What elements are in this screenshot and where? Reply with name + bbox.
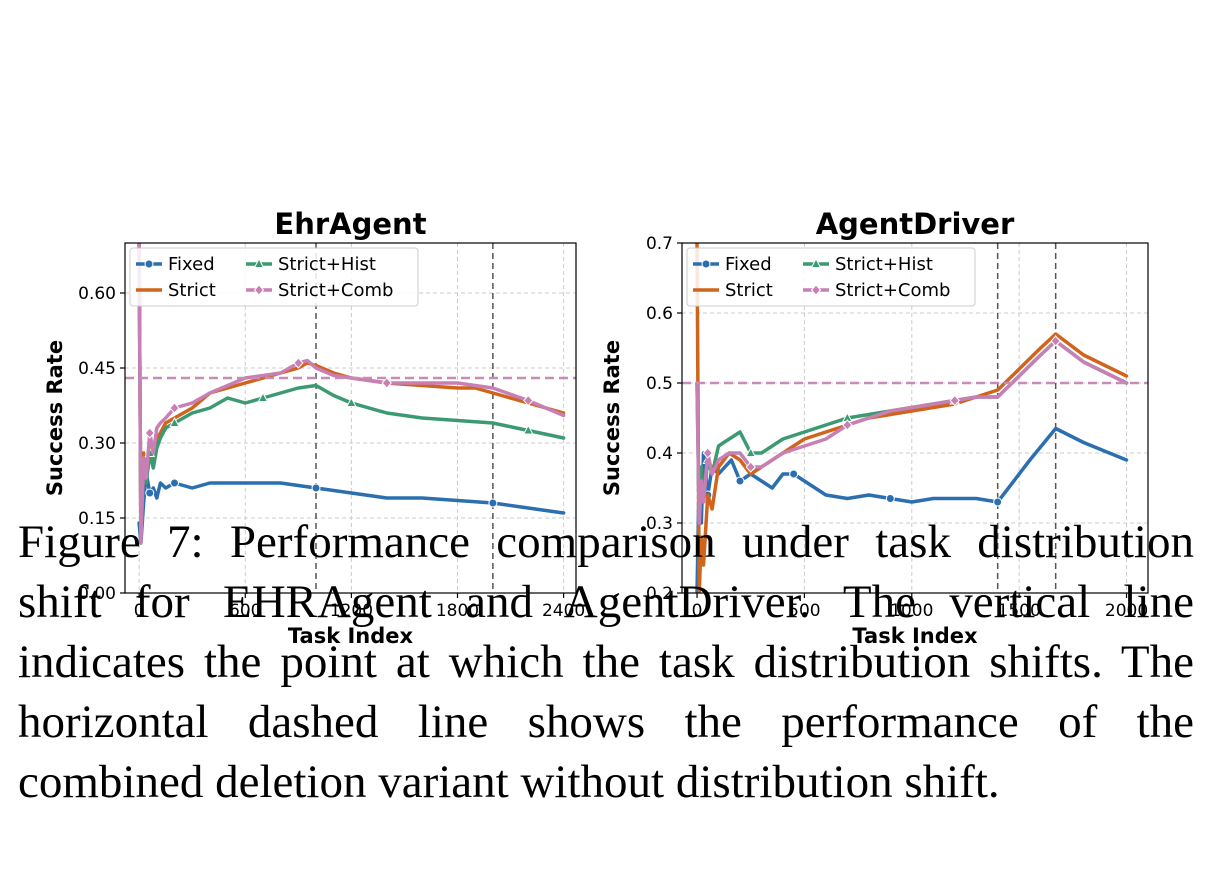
series-marker [145, 488, 155, 498]
y-tick-label: 0.7 [646, 234, 673, 254]
x-tick-label: 500 [788, 601, 820, 621]
x-axis-label: Task Index [852, 624, 978, 648]
chart-panel-1: 0 600 1200 1800 2400 0.00 0.15 0.30 0.45 0.60 EhrA… [43, 207, 585, 648]
y-tick-label: 0.45 [78, 359, 116, 379]
y-tick-label: 0.60 [78, 284, 116, 304]
series-group [137, 243, 566, 545]
series-marker [170, 478, 180, 488]
y-axis-label: Success Rate [600, 340, 624, 496]
series-marker [745, 461, 756, 473]
y-tick-label: 0.6 [646, 304, 673, 324]
series-marker [144, 427, 155, 439]
legend-label: Fixed [725, 254, 772, 275]
legend-marker [253, 257, 265, 268]
legend-box [686, 247, 976, 307]
x-tick-label: 1200 [330, 601, 373, 621]
legend-marker [810, 284, 822, 296]
y-tick-label: 0.00 [78, 584, 116, 604]
y-tick-label: 0.2 [646, 584, 673, 604]
legend-label: Fixed [168, 254, 215, 275]
legend-label: Strict [725, 280, 773, 301]
x-tick-label: 600 [229, 601, 261, 621]
legend-marker [144, 259, 154, 269]
legend: Fixed Strict Strict+Hist Strict+Comb [129, 247, 419, 307]
legend-label: Strict+Comb [278, 280, 393, 301]
figure-caption: Figure 7: Performance comparison under t… [18, 516, 1194, 808]
y-tick-label: 0.3 [646, 514, 673, 534]
legend-box [129, 247, 419, 307]
legend-label: Strict+Hist [278, 254, 376, 275]
x-tick-label: 1500 [998, 601, 1041, 621]
y-tick-label: 0.15 [78, 509, 116, 529]
series-marker [257, 391, 269, 402]
series-line-fixed [137, 471, 566, 545]
series-marker [745, 446, 757, 457]
chart-title: EhrAgent [274, 207, 426, 241]
axes-frame [124, 242, 577, 594]
series-marker [735, 476, 745, 486]
x-tick-label: 2400 [542, 601, 585, 621]
series-marker [381, 377, 392, 389]
series-marker [169, 416, 180, 427]
axes-frame [681, 242, 1149, 594]
y-tick-label: 0.30 [78, 434, 116, 454]
legend-label: Strict+Comb [835, 280, 950, 301]
series-marker [523, 394, 534, 407]
series-marker [522, 424, 534, 435]
chart-panel-2: 0 500 1000 1500 2000 0.2 0.3 0.4 0.5 0.6 0.7 AgentD… [600, 207, 1149, 648]
x-axis-label: Task Index [288, 624, 414, 648]
legend-marker [253, 284, 265, 296]
series-marker [169, 402, 180, 414]
x-tick-label: 1800 [436, 601, 479, 621]
legend: Fixed Strict Strict+Hist Strict+Comb [686, 247, 976, 307]
legend-label: Strict [168, 280, 216, 301]
y-tick-label: 0.5 [646, 374, 673, 394]
y-axis-label: Success Rate [43, 340, 67, 496]
x-tick-label: 0 [692, 601, 703, 621]
series-marker [885, 494, 895, 503]
legend-label: Strict+Hist [835, 254, 933, 275]
series-marker [488, 498, 498, 508]
x-tick-label: 1000 [890, 601, 933, 621]
chart-title: AgentDriver [816, 207, 1015, 241]
series-marker [346, 396, 357, 407]
series-marker [293, 357, 304, 369]
x-tick-label: 2000 [1105, 601, 1148, 621]
series-line-strict [695, 243, 1129, 593]
x-tick-label: 0 [134, 601, 145, 621]
series-marker [311, 483, 321, 493]
series-marker [702, 447, 713, 459]
series-marker [789, 469, 799, 479]
y-tick-label: 0.4 [646, 444, 673, 464]
series-marker [993, 497, 1003, 507]
series-marker [842, 419, 853, 431]
legend-marker [810, 257, 822, 268]
series-marker [949, 394, 960, 407]
series-marker [1050, 335, 1061, 347]
legend-marker [701, 259, 711, 269]
